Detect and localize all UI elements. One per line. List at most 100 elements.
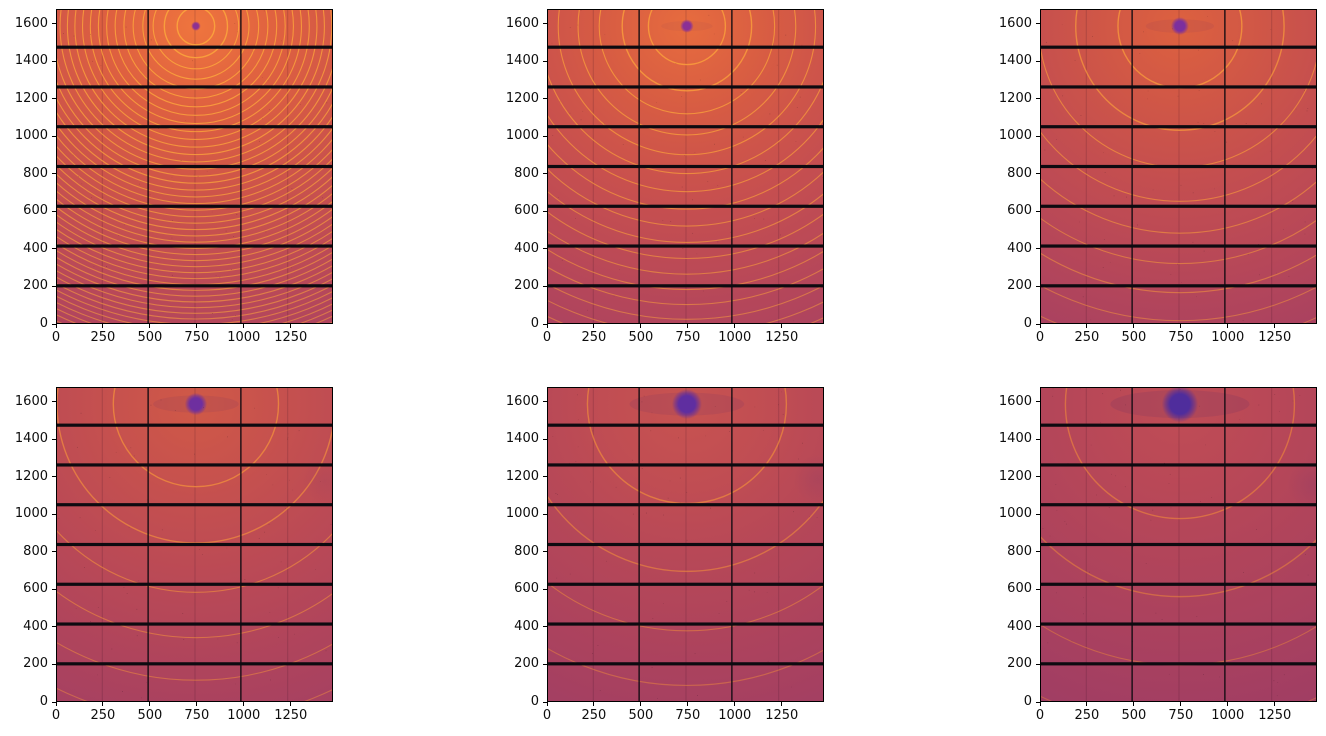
y-tick-label: 0: [530, 694, 539, 709]
x-tick: [1086, 324, 1088, 328]
y-tick-label: 0: [39, 694, 48, 709]
x-tick: [640, 702, 642, 706]
y-tick: [1036, 173, 1040, 175]
y-tick: [52, 701, 56, 703]
x-tick-label: 750: [675, 708, 701, 723]
y-tick-label: 600: [23, 203, 48, 219]
x-tick: [55, 324, 57, 328]
y-tick: [1036, 285, 1040, 287]
y-tick: [543, 173, 547, 175]
x-tick: [243, 702, 245, 706]
x-tick-label: 500: [137, 330, 163, 345]
x-tick-label: 1250: [765, 708, 799, 723]
x-tick: [1227, 324, 1229, 328]
y-tick-label: 1600: [998, 15, 1032, 31]
y-tick-label: 0: [530, 316, 539, 331]
y-tick-label: 400: [1007, 618, 1032, 634]
x-tick-label: 250: [1074, 708, 1100, 723]
y-tick-label: 800: [23, 165, 48, 181]
y-tick-label: 200: [514, 656, 539, 672]
subplot-r0-c0: 0 250 500 750 1000 1250 0 200 400 600 800 1000 1200 1…: [15, 9, 333, 345]
x-tick: [1180, 702, 1182, 706]
y-tick: [1036, 60, 1040, 62]
y-tick-label: 1000: [505, 128, 539, 144]
y-tick-label: 200: [23, 656, 48, 672]
y-tick: [543, 135, 547, 137]
y-tick: [1036, 401, 1040, 403]
y-tick: [543, 438, 547, 440]
x-tick: [196, 702, 198, 706]
y-tick: [52, 323, 56, 325]
y-tick-label: 1400: [998, 431, 1032, 447]
y-tick-label: 800: [514, 543, 539, 559]
x-tick: [1133, 702, 1135, 706]
y-tick-label: 200: [23, 278, 48, 294]
x-tick: [290, 702, 292, 706]
x-tick-label: 1250: [1258, 708, 1292, 723]
y-tick-label: 1200: [505, 90, 539, 106]
y-tick: [1036, 588, 1040, 590]
y-tick-label: 1200: [505, 468, 539, 484]
x-tick: [1274, 324, 1276, 328]
y-tick-label: 1600: [14, 15, 48, 31]
x-tick-label: 500: [137, 708, 163, 723]
y-tick-label: 1000: [505, 506, 539, 522]
x-tick-label: 1000: [718, 330, 752, 345]
y-tick-label: 600: [1007, 581, 1032, 597]
x-tick: [149, 702, 151, 706]
y-tick: [52, 248, 56, 250]
y-tick-label: 200: [514, 278, 539, 294]
x-tick: [593, 702, 595, 706]
diffraction-image-panel-6: [1040, 387, 1317, 702]
x-tick-label: 500: [1121, 708, 1147, 723]
y-tick-label: 400: [23, 240, 48, 256]
y-tick-label: 1600: [998, 393, 1032, 409]
x-tick: [1039, 324, 1041, 328]
y-tick-label: 0: [39, 316, 48, 331]
x-tick: [734, 702, 736, 706]
x-tick: [687, 324, 689, 328]
subplot-r0-c2: 0 250 500 750 1000 1250 0 200 400 600 800 1000 1200 1…: [999, 9, 1317, 345]
y-tick-label: 1000: [14, 128, 48, 144]
x-tick: [196, 324, 198, 328]
x-tick-label: 0: [542, 708, 552, 723]
x-tick-label: 0: [542, 330, 552, 345]
diffraction-image-panel-5: [547, 387, 824, 702]
x-tick-label: 500: [1121, 330, 1147, 345]
x-tick: [640, 324, 642, 328]
y-tick: [1036, 701, 1040, 703]
x-tick: [546, 324, 548, 328]
x-tick-label: 1250: [274, 708, 308, 723]
x-tick-label: 1000: [227, 708, 261, 723]
y-tick-label: 1200: [998, 468, 1032, 484]
y-tick: [1036, 135, 1040, 137]
y-tick: [52, 135, 56, 137]
x-tick: [1227, 702, 1229, 706]
x-tick-label: 250: [90, 330, 116, 345]
y-tick-label: 800: [514, 165, 539, 181]
y-tick-label: 1200: [14, 468, 48, 484]
y-tick: [1036, 626, 1040, 628]
x-tick: [1180, 324, 1182, 328]
x-tick-label: 250: [581, 330, 607, 345]
y-tick-label: 1400: [505, 431, 539, 447]
y-tick-label: 0: [1023, 694, 1032, 709]
y-tick-label: 600: [1007, 203, 1032, 219]
y-tick: [1036, 323, 1040, 325]
y-tick-label: 1400: [505, 53, 539, 69]
x-tick: [687, 702, 689, 706]
diffraction-image-panel-1: [56, 9, 333, 324]
x-tick-label: 1000: [1211, 330, 1245, 345]
y-tick-label: 1200: [998, 90, 1032, 106]
x-tick-label: 500: [628, 330, 654, 345]
x-tick-label: 750: [675, 330, 701, 345]
y-tick: [1036, 551, 1040, 553]
y-tick-label: 1000: [14, 506, 48, 522]
y-tick: [52, 173, 56, 175]
x-tick: [1274, 702, 1276, 706]
x-tick-label: 750: [184, 330, 210, 345]
x-tick: [1039, 702, 1041, 706]
y-tick: [52, 663, 56, 665]
y-tick: [52, 210, 56, 212]
